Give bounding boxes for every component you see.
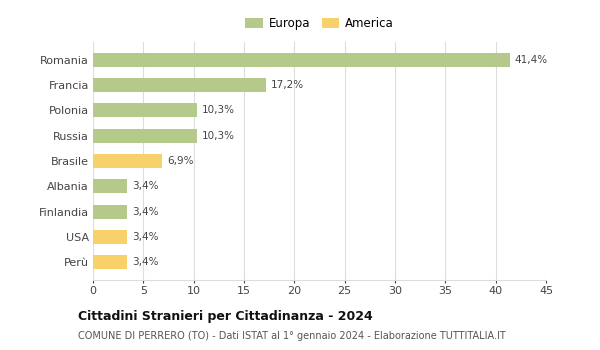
Bar — [93, 230, 127, 244]
Text: 3,4%: 3,4% — [132, 257, 159, 267]
Bar — [93, 78, 266, 92]
Bar — [93, 104, 197, 117]
Text: COMUNE DI PERRERO (TO) - Dati ISTAT al 1° gennaio 2024 - Elaborazione TUTTITALIA: COMUNE DI PERRERO (TO) - Dati ISTAT al 1… — [78, 331, 506, 341]
Bar — [93, 154, 163, 168]
Text: 17,2%: 17,2% — [271, 80, 304, 90]
Legend: Europa, America: Europa, America — [245, 17, 394, 30]
Bar — [93, 129, 197, 143]
Text: 3,4%: 3,4% — [132, 206, 159, 217]
Bar — [93, 53, 510, 67]
Text: 6,9%: 6,9% — [167, 156, 194, 166]
Text: 3,4%: 3,4% — [132, 232, 159, 242]
Text: Cittadini Stranieri per Cittadinanza - 2024: Cittadini Stranieri per Cittadinanza - 2… — [78, 310, 373, 323]
Text: 41,4%: 41,4% — [515, 55, 548, 65]
Bar — [93, 205, 127, 218]
Text: 10,3%: 10,3% — [202, 105, 235, 116]
Text: 10,3%: 10,3% — [202, 131, 235, 141]
Bar — [93, 179, 127, 193]
Text: 3,4%: 3,4% — [132, 181, 159, 191]
Bar — [93, 255, 127, 269]
